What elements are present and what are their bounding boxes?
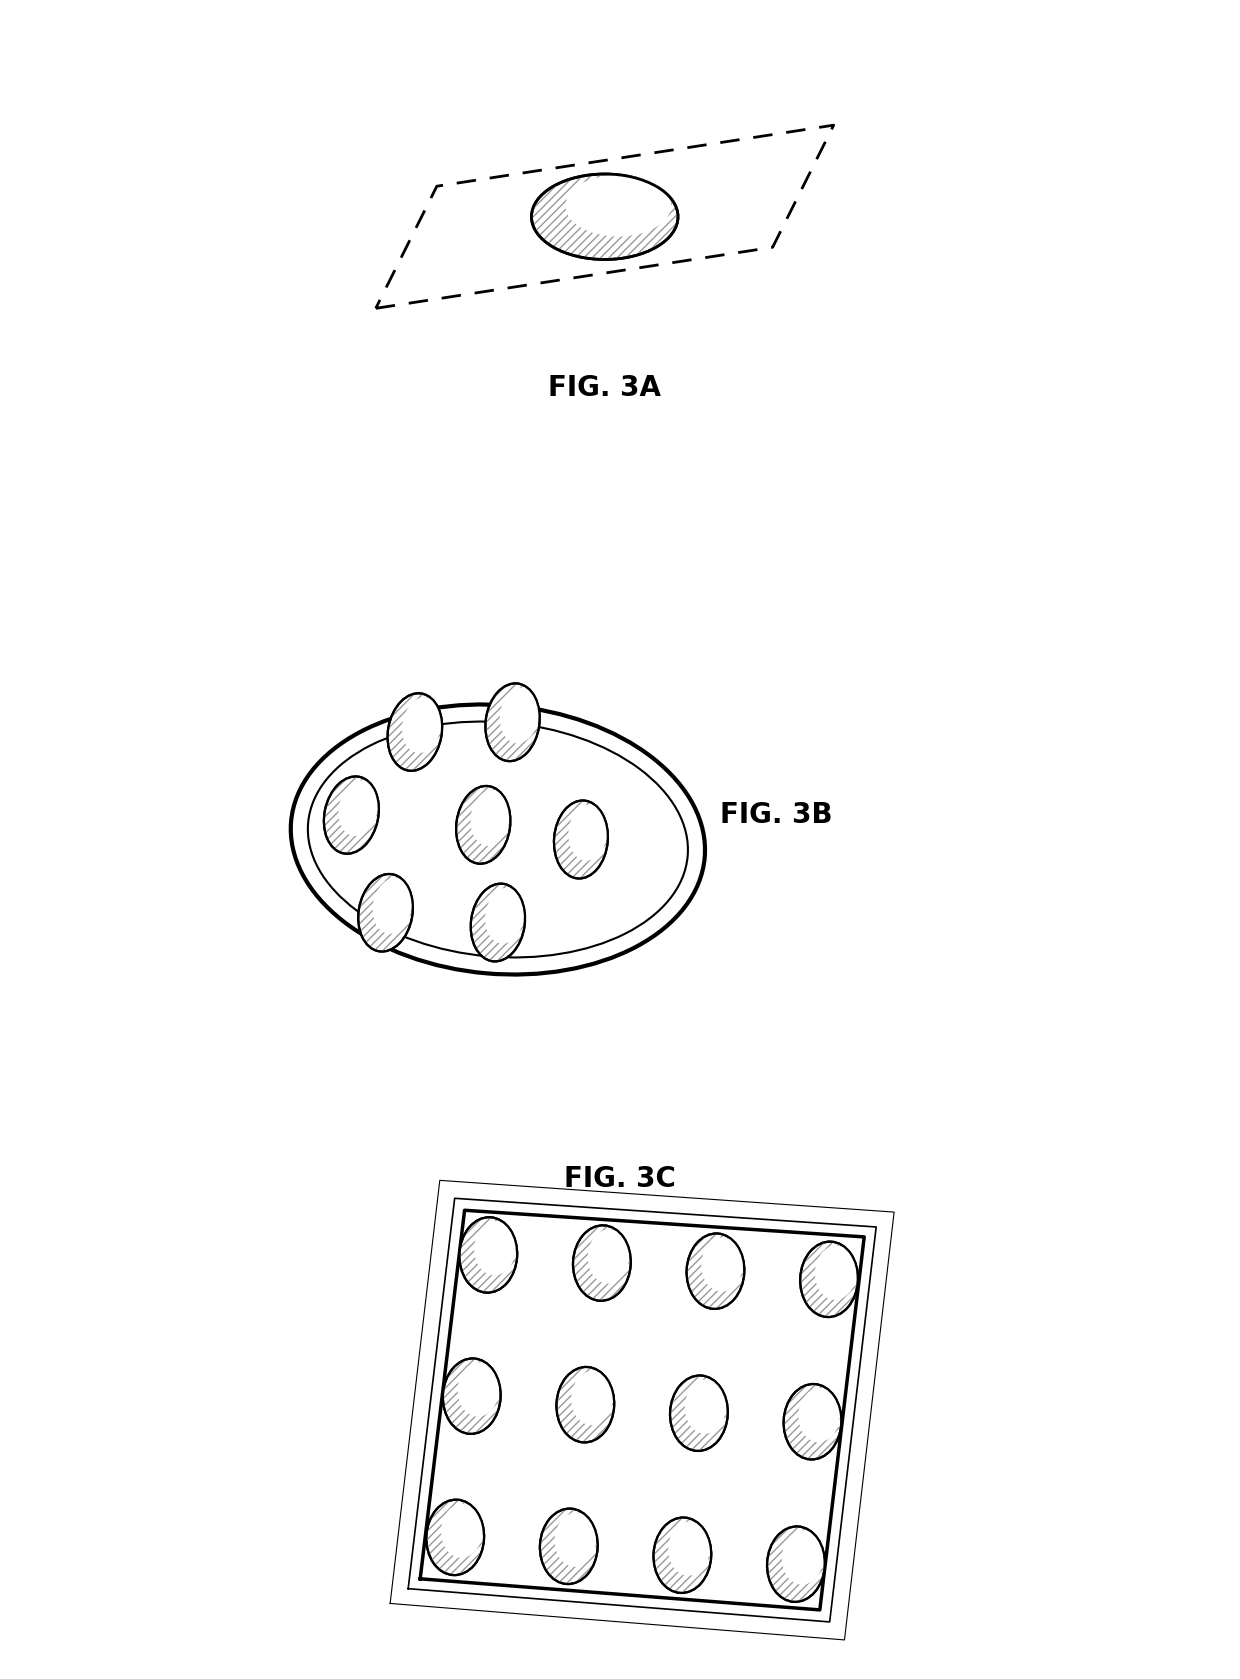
Ellipse shape (668, 1521, 709, 1575)
Ellipse shape (554, 1513, 596, 1567)
Ellipse shape (443, 1358, 501, 1434)
Ellipse shape (402, 697, 441, 754)
Ellipse shape (485, 683, 539, 761)
Ellipse shape (474, 1221, 516, 1276)
Ellipse shape (485, 888, 525, 944)
Ellipse shape (471, 883, 525, 962)
Ellipse shape (290, 705, 706, 974)
Text: FIG. 3A: FIG. 3A (548, 374, 661, 401)
Ellipse shape (358, 875, 413, 952)
Text: FIG. 3C: FIG. 3C (564, 1165, 676, 1194)
Ellipse shape (532, 175, 678, 260)
Ellipse shape (781, 1530, 823, 1585)
Ellipse shape (588, 1229, 630, 1283)
Ellipse shape (784, 1383, 842, 1459)
Ellipse shape (557, 1367, 614, 1442)
Ellipse shape (684, 1380, 727, 1434)
Ellipse shape (441, 1504, 482, 1558)
Ellipse shape (768, 1526, 825, 1602)
Ellipse shape (565, 175, 671, 237)
Ellipse shape (572, 1370, 613, 1425)
Ellipse shape (373, 878, 412, 934)
Ellipse shape (653, 1518, 712, 1593)
Ellipse shape (324, 776, 379, 853)
Ellipse shape (339, 781, 378, 836)
Ellipse shape (459, 1217, 517, 1293)
Ellipse shape (568, 804, 608, 861)
Ellipse shape (687, 1234, 744, 1310)
Ellipse shape (702, 1237, 743, 1291)
Ellipse shape (500, 687, 539, 744)
Ellipse shape (799, 1389, 839, 1442)
Ellipse shape (800, 1241, 858, 1316)
Ellipse shape (554, 801, 608, 878)
Ellipse shape (539, 1509, 598, 1583)
Ellipse shape (470, 791, 510, 846)
Ellipse shape (427, 1499, 484, 1575)
Text: FIG. 3B: FIG. 3B (720, 801, 832, 829)
Ellipse shape (815, 1246, 857, 1300)
Ellipse shape (388, 693, 443, 771)
Ellipse shape (670, 1375, 728, 1451)
Ellipse shape (458, 1362, 500, 1417)
Ellipse shape (573, 1226, 631, 1301)
Ellipse shape (456, 786, 511, 863)
Polygon shape (420, 1211, 864, 1610)
